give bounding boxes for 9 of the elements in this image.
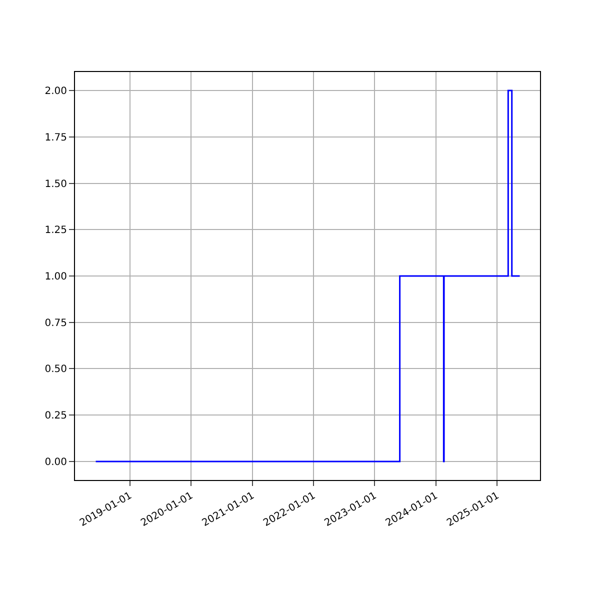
y-tick-label: 2.00 <box>44 86 67 98</box>
y-tick-label: 1.00 <box>44 272 67 282</box>
y-tick-label: 1.50 <box>44 178 67 190</box>
y-tick-label: 0.25 <box>44 410 67 422</box>
y-tick-label: 1.75 <box>44 132 67 144</box>
y-tick-label: 0.00 <box>44 456 67 468</box>
y-tick-label: 0.75 <box>44 318 67 329</box>
y-tick-label: 0.50 <box>44 364 67 376</box>
y-tick-label: 1.25 <box>44 225 67 236</box>
